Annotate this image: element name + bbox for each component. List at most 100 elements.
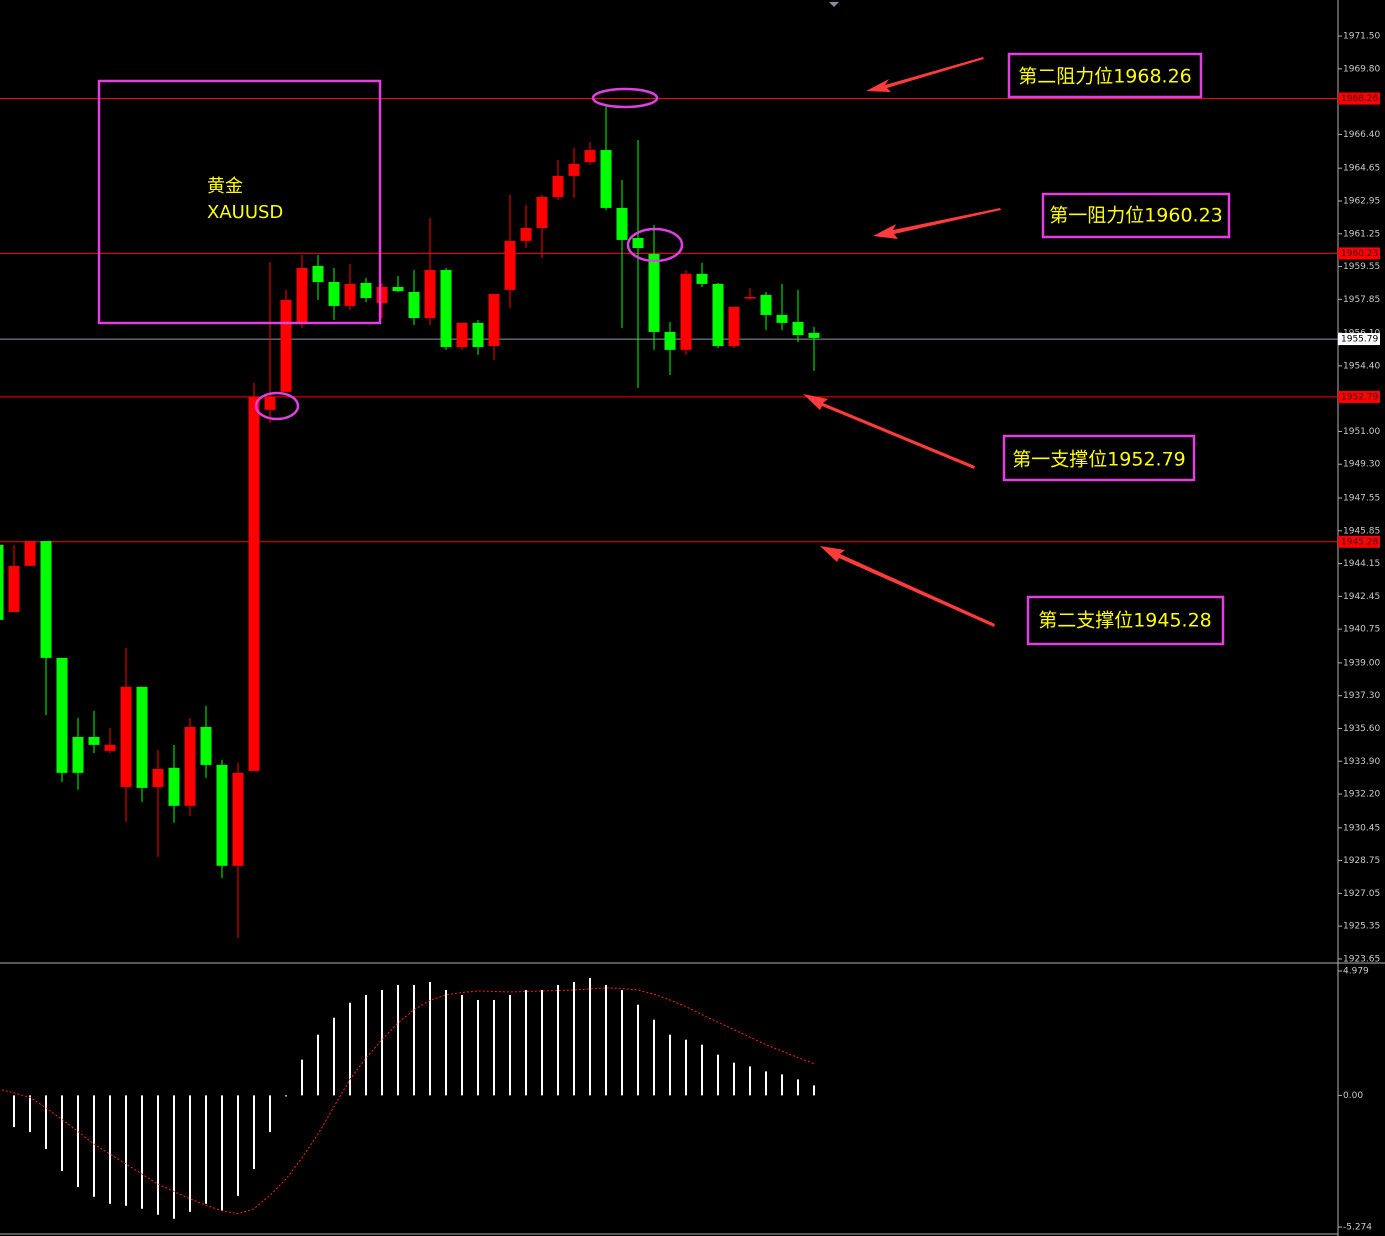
candle-body xyxy=(40,541,52,658)
histogram-bar xyxy=(349,1002,351,1096)
highlight-ring xyxy=(254,391,300,421)
candle-body xyxy=(0,544,4,620)
symbol-box xyxy=(97,79,382,325)
y-tick-label: 1971.50 xyxy=(1343,32,1380,42)
histogram-bar xyxy=(765,1071,767,1096)
candle-body xyxy=(680,273,692,350)
histogram-bar xyxy=(461,994,463,1096)
y-tick-label: 1959.55 xyxy=(1343,262,1380,272)
candle-body xyxy=(728,306,740,347)
candle-body xyxy=(24,541,36,566)
y-tick-label: 1932.20 xyxy=(1343,790,1380,800)
histogram-bar xyxy=(61,1095,63,1172)
candle-body xyxy=(200,726,212,765)
candle-body xyxy=(440,270,452,347)
histogram-bar xyxy=(493,999,495,1096)
candle-body xyxy=(712,283,724,347)
histogram-bar xyxy=(397,984,399,1096)
signal-line xyxy=(0,987,815,1215)
y-tick-label: 1939.00 xyxy=(1343,658,1380,668)
histogram-bar xyxy=(365,994,367,1096)
histogram-bar xyxy=(653,1019,655,1096)
annotation-box xyxy=(1026,595,1225,646)
histogram-bar xyxy=(221,1095,223,1211)
candle-body xyxy=(216,764,228,866)
highlight-ring xyxy=(591,87,659,109)
candle-body xyxy=(232,772,244,866)
y-tick-label: 1927.05 xyxy=(1343,889,1380,899)
y-tick-label: 4.979 xyxy=(1343,967,1369,977)
candle-body xyxy=(792,321,804,336)
arrow xyxy=(803,394,975,469)
candle-body xyxy=(392,286,404,292)
y-tick-label: 1962.95 xyxy=(1343,196,1380,206)
candle-body xyxy=(168,767,180,806)
histogram-bar xyxy=(13,1095,15,1128)
candle-body xyxy=(360,282,372,298)
level-marker xyxy=(1338,247,1380,260)
candle-body xyxy=(488,293,500,347)
histogram-bar xyxy=(733,1062,735,1096)
level-marker-label: 1960.23 xyxy=(1341,249,1378,259)
histogram-bar xyxy=(781,1074,783,1096)
level-marker-label: 1945.28 xyxy=(1341,537,1378,547)
y-tick-label: 0.00 xyxy=(1343,1091,1363,1101)
histogram-bar xyxy=(717,1054,719,1096)
y-tick-label: 1951.00 xyxy=(1343,427,1380,437)
current-price-marker xyxy=(1338,333,1380,346)
candle-body xyxy=(504,240,516,290)
histogram-bar xyxy=(109,1095,111,1204)
histogram-bar xyxy=(557,984,559,1096)
y-tick-label: 1944.15 xyxy=(1343,559,1380,569)
candle-body xyxy=(616,207,628,240)
arrow xyxy=(866,57,984,92)
annotation-label: 第一支撑位1952.79 xyxy=(1012,449,1186,471)
histogram-bar xyxy=(301,1059,303,1096)
candle-body xyxy=(120,686,132,787)
histogram-bar xyxy=(797,1079,799,1096)
histogram-bar xyxy=(285,1095,287,1097)
candle-body xyxy=(376,286,388,303)
histogram-bar xyxy=(477,999,479,1096)
y-tick-label: 1942.45 xyxy=(1343,592,1380,602)
histogram-bar xyxy=(605,984,607,1096)
candle-body xyxy=(104,744,116,751)
y-tick-label: -5.274 xyxy=(1343,1223,1372,1233)
histogram-bar xyxy=(701,1044,703,1096)
symbol-code: XAUUSD xyxy=(207,202,283,223)
arrow xyxy=(873,208,1001,239)
candle-body xyxy=(808,332,820,338)
y-tick-label: 1945.85 xyxy=(1343,526,1380,536)
histogram-bar xyxy=(157,1095,159,1215)
candle-body xyxy=(520,227,532,241)
level-marker-label: 1968.26 xyxy=(1341,94,1378,104)
candle-body xyxy=(248,396,260,771)
y-tick-label: 1961.25 xyxy=(1343,229,1380,239)
histogram-bar xyxy=(205,1095,207,1204)
candle-body xyxy=(776,314,788,323)
highlight-ring xyxy=(626,227,684,263)
y-tick-label: 1969.80 xyxy=(1343,64,1380,74)
candle-body xyxy=(184,726,196,806)
histogram-bar xyxy=(333,1017,335,1096)
histogram-bar xyxy=(429,981,431,1096)
histogram-bar xyxy=(813,1085,815,1096)
candle-body xyxy=(552,175,564,197)
level-marker xyxy=(1338,92,1380,105)
candle-body xyxy=(600,150,612,208)
plot: 1971.50 1969.80 1966.40 1964.65 1962.95 1961.… xyxy=(0,32,1380,1233)
y-tick-label: 1923.65 xyxy=(1343,954,1380,964)
histogram-bar xyxy=(125,1095,127,1206)
y-tick-label: 1947.55 xyxy=(1343,493,1380,503)
candle-body xyxy=(584,150,596,163)
histogram-bar xyxy=(669,1034,671,1096)
annotation-label: 第二阻力位1968.26 xyxy=(1018,66,1192,88)
candle-body xyxy=(472,322,484,347)
candle-body xyxy=(72,736,84,773)
candle-body xyxy=(664,331,676,350)
annotations: 黄金 XAUUSD 第二阻力位1968.26 第一阻力位1960.23 第一支撑… xyxy=(97,52,1231,646)
histogram-bar xyxy=(637,1004,639,1096)
histogram-bar xyxy=(749,1066,751,1096)
level-marker-label: 1952.79 xyxy=(1341,392,1378,402)
